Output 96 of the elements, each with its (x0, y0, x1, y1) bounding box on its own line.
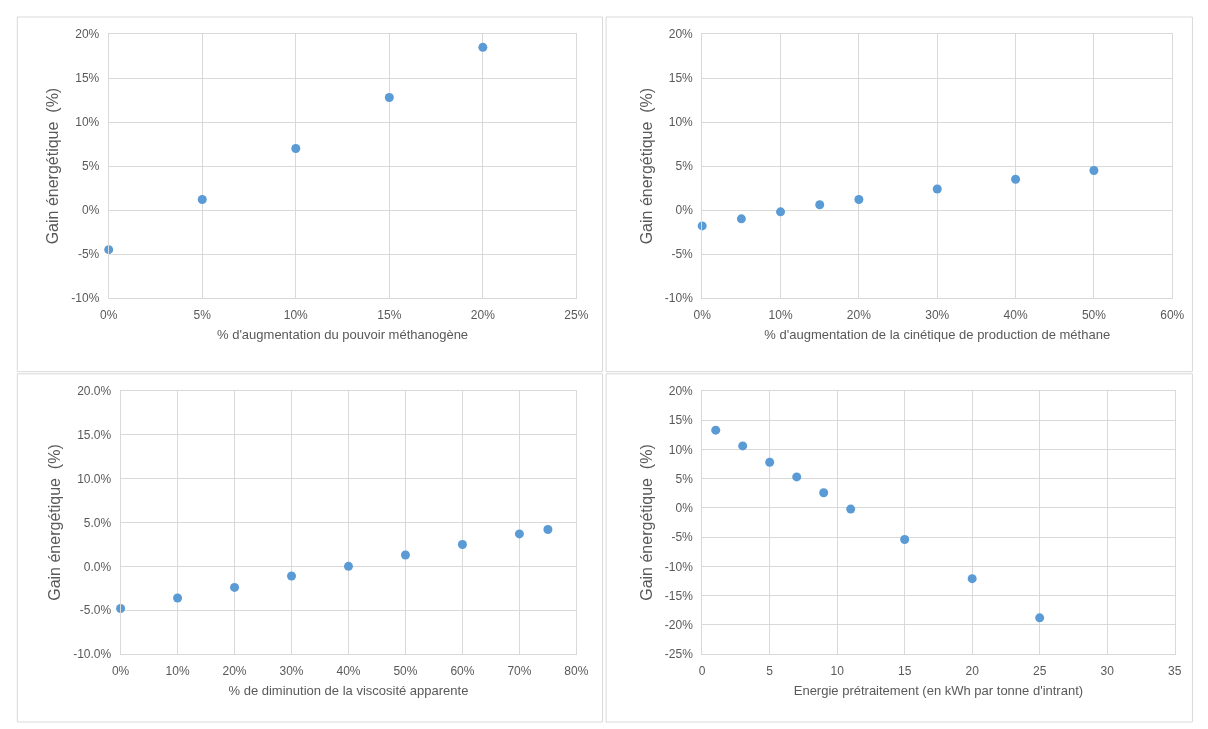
point (384, 92, 394, 102)
x-tick-label: 5 (766, 664, 774, 679)
x-tick-label: 25% (564, 308, 589, 323)
y-tick-label: -5% (671, 247, 694, 262)
x-tick-label: 30 (1100, 664, 1115, 679)
point (514, 529, 524, 539)
point (230, 582, 240, 592)
y-tick-label: 0% (81, 203, 100, 218)
y-axis-title: Gain énergétique (%) (46, 444, 64, 601)
point (967, 574, 977, 584)
x-tick-label: 40% (336, 664, 361, 679)
y-tick-label: 20% (668, 384, 694, 399)
x-tick-label: 30% (925, 308, 950, 323)
point (819, 488, 829, 498)
point (543, 525, 553, 535)
y-tick-label: -5.0% (79, 603, 112, 618)
x-tick-label: 10 (830, 664, 845, 679)
point (776, 207, 786, 217)
x-tick-label: 15% (377, 308, 402, 323)
y-tick-label: 10% (668, 442, 694, 457)
point (291, 144, 301, 153)
y-tick-label: 10% (668, 115, 694, 130)
x-tick-label: 40% (1003, 308, 1028, 323)
x-tick-label: 20% (470, 308, 496, 323)
x-tick-label: 20 (965, 664, 980, 679)
y-tick-label: 20% (75, 27, 100, 42)
point (1011, 174, 1021, 184)
x-tick-label: 0% (693, 308, 712, 323)
x-tick-label: 80% (564, 664, 589, 679)
y-tick-label: -25% (664, 647, 694, 662)
y-tick-label: 5% (675, 159, 694, 174)
x-tick-label: 60% (450, 664, 475, 679)
point (457, 539, 467, 549)
point (478, 42, 488, 52)
point (854, 195, 864, 205)
point (173, 593, 183, 603)
y-tick-label: 5% (675, 471, 694, 486)
y-tick-label: -15% (664, 588, 694, 603)
y-tick-label: 0.0% (83, 559, 112, 574)
point (815, 200, 825, 210)
y-tick-label: 5.0% (83, 515, 112, 530)
y-tick-label: -5% (671, 530, 694, 545)
y-tick-label: 15% (668, 413, 694, 428)
point (400, 550, 410, 560)
y-tick-label: 20.0% (77, 384, 112, 399)
x-tick-label: 10% (283, 308, 309, 323)
point (736, 214, 746, 224)
y-tick-label: 0% (675, 501, 694, 516)
x-tick-label: 50% (393, 664, 418, 679)
y-tick-label: 0% (675, 203, 694, 218)
x-tick-label: 35 (1167, 664, 1182, 679)
y-tick-label: -10% (71, 291, 100, 306)
point (287, 571, 297, 581)
x-tick-label: 0 (698, 664, 706, 679)
y-tick-label: -20% (664, 618, 694, 633)
y-tick-label: -10.0% (73, 647, 112, 662)
point (197, 195, 207, 205)
y-tick-label: 15.0% (77, 428, 112, 443)
point (711, 425, 721, 435)
y-tick-label: 10.0% (77, 471, 112, 486)
x-tick-label: 10% (165, 664, 190, 679)
x-axis-title: % d'augmentation du pouvoir méthanogène (216, 327, 469, 343)
x-axis-title: Energie prétraitement (en kWh par tonne d'intrant) (793, 683, 1084, 699)
x-tick-label: 20% (222, 664, 247, 679)
point (343, 561, 353, 571)
point (1035, 613, 1045, 623)
y-tick-label: 20% (668, 27, 694, 42)
y-tick-label: 15% (75, 71, 100, 86)
y-axis-title: Gain énergétique (%) (637, 444, 655, 601)
y-tick-label: 5% (81, 159, 100, 174)
point (1089, 165, 1099, 175)
x-tick-label: 10% (768, 308, 793, 323)
point (738, 441, 748, 451)
x-tick-label: 50% (1081, 308, 1107, 323)
x-tick-label: 20% (846, 308, 872, 323)
x-axis-title: % de diminution de la viscosité apparente (228, 683, 469, 699)
x-tick-label: 25 (1032, 664, 1047, 679)
y-axis-title: Gain énergétique (%) (637, 87, 655, 245)
y-tick-label: 10% (75, 115, 100, 130)
point (846, 504, 856, 514)
x-tick-label: 60% (1160, 308, 1185, 323)
x-tick-label: 70% (507, 664, 532, 679)
x-tick-label: 15 (898, 664, 912, 679)
x-tick-label: 30% (279, 664, 304, 679)
y-tick-label: -5% (77, 247, 100, 262)
point (765, 457, 775, 467)
y-axis-title: Gain énergétique (%) (44, 87, 62, 245)
x-tick-label: 5% (193, 308, 212, 323)
point (932, 184, 942, 194)
y-tick-label: 15% (668, 71, 694, 86)
point (792, 472, 802, 482)
x-tick-label: 0% (111, 664, 130, 679)
y-tick-label: -10% (664, 291, 694, 306)
point (900, 534, 910, 544)
y-tick-label: -10% (664, 559, 694, 574)
x-axis-title: % d'augmentation de la cinétique de production de méthane (764, 327, 1111, 343)
